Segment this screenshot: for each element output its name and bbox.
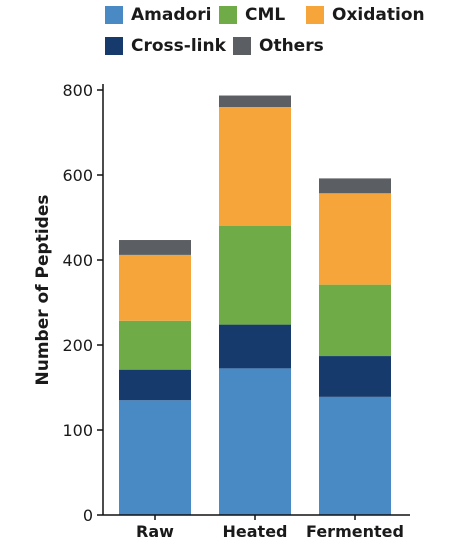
legend-item-oxidation: Oxidation [306,5,425,25]
y-tick-label-600: 600 [62,166,93,185]
bar-raw-amadori [119,400,191,515]
bar-raw-cross-link [119,369,191,401]
bar-heated-oxidation [219,107,291,226]
legend-item-others: Others [233,36,324,56]
bar-heated-cross-link [219,324,291,369]
bar-raw-oxidation [119,254,191,321]
x-tick-label-heated: Heated [223,522,288,541]
bar-fermented-cml [319,284,391,357]
legend-swatch-amadori [105,6,123,24]
bar-fermented-oxidation [319,193,391,285]
bar-fermented-amadori [319,396,391,515]
axes-group: Raw Heated Fermented 0 100 200 400 600 800 [62,81,410,541]
y-tick-label-200: 200 [62,336,93,355]
bar-heated-amadori [219,368,291,515]
legend-label-cross-link: Cross-link [131,36,226,56]
x-tick-label-raw: Raw [136,522,174,541]
legend-label-others: Others [259,36,324,56]
bar-fermented-cross-link [319,356,391,397]
legend-item-amadori: Amadori [105,5,211,25]
legend-item-cross-link: Cross-link [105,36,226,56]
legend-label-amadori: Amadori [131,5,212,25]
legend: Amadori CML Oxidation Cross-link Others [0,0,449,70]
y-tick-label-800: 800 [62,81,93,100]
y-tick-label-100: 100 [62,421,93,440]
bar-raw-others [119,240,191,255]
y-tick-label-400: 400 [62,251,93,270]
x-tick-label-fermented: Fermented [306,522,404,541]
legend-swatch-oxidation [306,6,324,24]
legend-label-oxidation: Oxidation [332,5,425,25]
bar-raw-cml [119,320,191,370]
bar-heated-cml [219,226,291,325]
legend-swatch-others [233,37,251,55]
y-axis-title: Number of Peptides [33,195,53,386]
legend-swatch-cross-link [105,37,123,55]
bars-group [119,95,391,515]
legend-label-cml: CML [245,5,286,25]
bar-fermented-others [319,178,391,194]
legend-swatch-cml [219,6,237,24]
y-tick-label-0: 0 [83,506,93,525]
legend-item-cml: CML [219,5,285,25]
bar-heated-others [219,95,291,107]
